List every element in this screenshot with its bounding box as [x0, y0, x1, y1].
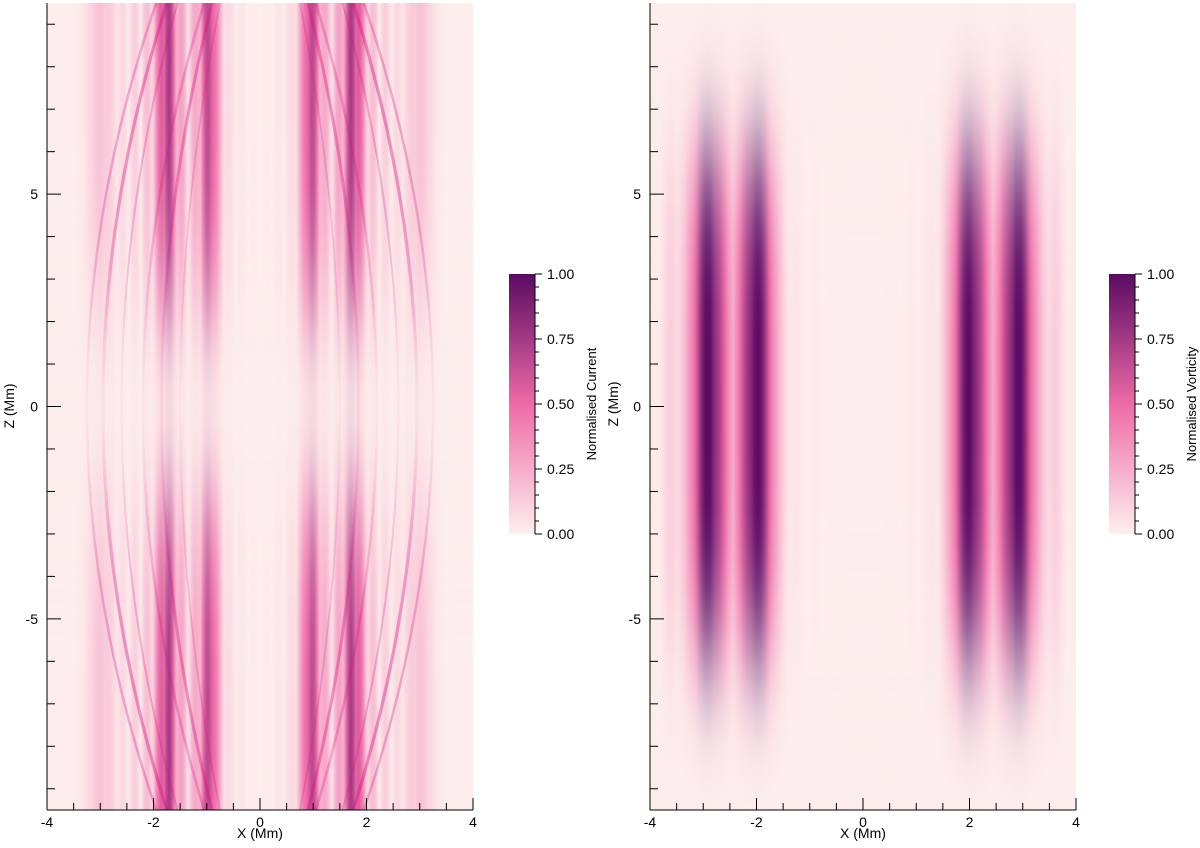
colorbar-tick-label: 0.25: [1147, 461, 1174, 477]
current-filament: [179, 2, 221, 811]
x-axis-title-right: X (Mm): [840, 825, 886, 841]
panel-vorticity: Z (Mm) X (Mm) -4 -2 0 2 4-505 0.000.250.500.…: [605, 3, 1199, 841]
y-tick-label: -5: [629, 611, 642, 627]
x-tick-label: 2: [966, 814, 974, 830]
colorbar-tick-label: 1.00: [1147, 266, 1174, 282]
x-tick-label: 4: [1072, 814, 1080, 830]
y-tick-label: -5: [26, 611, 39, 627]
heatmap-field: [47, 3, 473, 810]
current-filament: [85, 2, 158, 811]
y-tick-label: 0: [30, 399, 38, 415]
x-axis-title-left: X (Mm): [237, 825, 283, 841]
heatmap-field: [650, 3, 1076, 810]
y-axis-title-right: Z (Mm): [605, 381, 621, 426]
colorbar-tick-label: 0.75: [547, 331, 574, 347]
x-tick-label: 4: [469, 814, 477, 830]
colorbar-current: 0.00 0.25 0.50 0.75 1.00: [509, 266, 574, 542]
colorbar-title-right: Normalised Vorticity: [1184, 346, 1199, 461]
current-filament: [362, 2, 435, 811]
x-tick-label: 0: [859, 814, 867, 830]
colorbar-title-left: Normalised Current: [584, 347, 599, 460]
colorbar-gradient: [509, 274, 535, 534]
current-filament: [160, 2, 214, 811]
current-filament: [299, 2, 341, 811]
colorbar-tick-label: 0.50: [1147, 396, 1174, 412]
colorbar-tick-label: 0.25: [547, 461, 574, 477]
current-filament: [120, 2, 179, 811]
current-filament: [101, 2, 169, 811]
axes-vorticity: -4 -2 0 2 4 -5 0 5: [629, 3, 1080, 830]
heatmap-vorticity: [650, 3, 1076, 810]
colorbar-tick-label: 0.00: [1147, 526, 1174, 542]
y-tick-label: 5: [30, 186, 38, 202]
x-tick-label: -2: [750, 814, 763, 830]
x-tick-label: -4: [644, 814, 657, 830]
x-tick-label: 0: [256, 814, 264, 830]
x-tick-label: -2: [147, 814, 160, 830]
axes-current: -4 -2 0 2 4 -5 0 5: [26, 3, 477, 830]
heatmap-current: [47, 2, 473, 811]
colorbar-gradient: [1109, 274, 1135, 534]
panel-current: Z (Mm) X (Mm) -4 -2 0 2 4-505 0.000.250.500.…: [1, 2, 599, 841]
colorbar-tick-label: 0.00: [547, 526, 574, 542]
current-filament: [306, 2, 360, 811]
y-tick-label: 0: [633, 399, 641, 415]
current-filament: [341, 2, 400, 811]
colorbar-tick-label: 1.00: [547, 266, 574, 282]
y-axis-title-left: Z (Mm): [1, 383, 17, 428]
current-filament: [141, 2, 206, 811]
current-filament: [351, 2, 419, 811]
colorbar-vorticity: 0.00 0.25 0.50 0.75 1.00: [1109, 266, 1174, 542]
colorbar-tick-label: 0.50: [547, 396, 574, 412]
x-tick-label: -4: [41, 814, 54, 830]
x-tick-label: 2: [363, 814, 371, 830]
y-tick-label: 5: [633, 186, 641, 202]
current-filament: [314, 2, 379, 811]
colorbar-tick-label: 0.75: [1147, 331, 1174, 347]
